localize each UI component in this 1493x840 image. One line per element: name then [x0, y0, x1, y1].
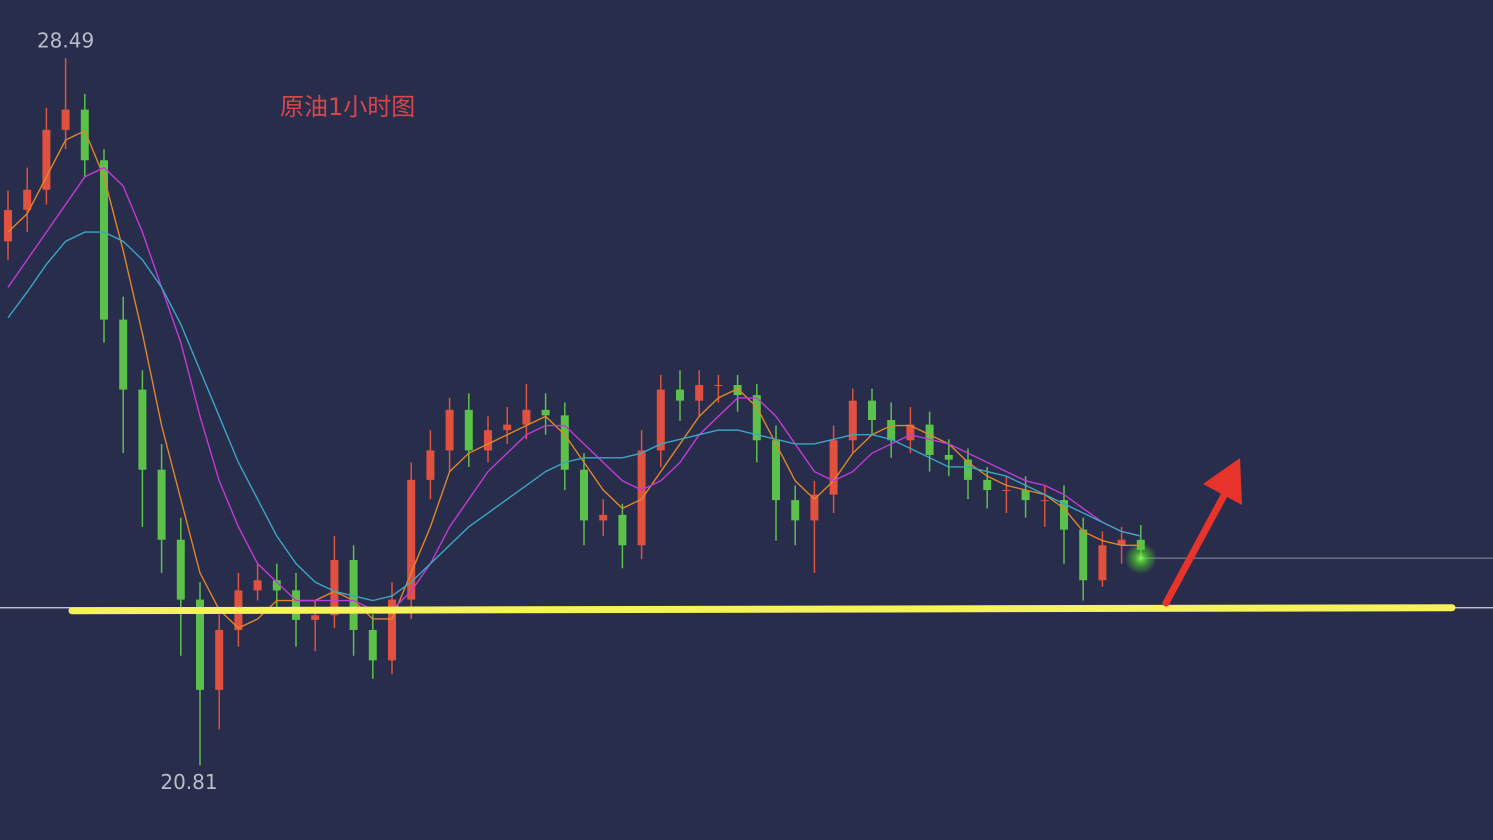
- candle-body: [215, 630, 224, 690]
- candle-body: [119, 319, 128, 390]
- candle-body: [944, 455, 953, 460]
- candle-body: [733, 385, 742, 396]
- candle-body: [388, 599, 396, 661]
- min-price-label: 20.81: [160, 770, 217, 794]
- candle-body: [1117, 539, 1126, 546]
- candle-body: [1002, 490, 1011, 491]
- moving-average-line: [7, 166, 1141, 611]
- candle-body: [868, 400, 876, 420]
- candle-body: [676, 389, 684, 401]
- candle-body: [503, 424, 512, 431]
- candle-body: [714, 385, 723, 386]
- candle-body: [964, 459, 972, 480]
- candle-body: [311, 615, 320, 620]
- moving-average-line: [7, 231, 1141, 602]
- candle-body: [1021, 490, 1030, 501]
- arrow: [1162, 458, 1242, 607]
- candle-body: [330, 560, 339, 616]
- candle-body: [23, 189, 32, 210]
- candle-body: [1060, 500, 1068, 530]
- candle-body: [1098, 545, 1107, 581]
- candle-body: [138, 389, 147, 470]
- candle-body: [772, 440, 780, 501]
- candle-body: [541, 409, 550, 416]
- candle-body: [100, 160, 108, 320]
- candle-body: [695, 385, 704, 401]
- candle-body: [176, 539, 185, 600]
- support-line: [68, 604, 1456, 615]
- candle-body: [848, 400, 857, 441]
- candle-body: [292, 590, 300, 620]
- candle-body: [618, 514, 627, 546]
- candle-body: [656, 389, 665, 451]
- candle-body: [272, 580, 281, 591]
- candle-body: [253, 580, 262, 591]
- candle-body: [61, 109, 70, 130]
- candle-body: [887, 420, 896, 441]
- last-price-glow: [1124, 542, 1157, 575]
- candle-body: [464, 409, 473, 451]
- candle-body: [983, 479, 992, 490]
- candle-body: [80, 109, 89, 161]
- candle-body: [4, 210, 12, 242]
- candle-body: [829, 440, 838, 495]
- chart-title: 原油1小时图: [280, 93, 415, 121]
- candle-body: [560, 415, 569, 470]
- candle-body: [157, 469, 166, 540]
- candle-body: [522, 409, 531, 425]
- candle-body: [791, 500, 800, 521]
- candle-body: [368, 630, 377, 661]
- candle-body: [599, 514, 608, 521]
- candle-body: [42, 129, 51, 190]
- candle-body: [445, 409, 454, 451]
- candle-body: [1079, 529, 1088, 581]
- moving-average-line: [7, 129, 1141, 629]
- candle-body: [906, 424, 915, 441]
- candle-body: [752, 395, 761, 441]
- candle-body: [484, 430, 492, 451]
- candle-body: [637, 450, 646, 546]
- candle-body: [810, 494, 819, 521]
- max-price-label: 28.49: [37, 29, 94, 53]
- candle-body: [426, 450, 435, 480]
- candle-body: [580, 469, 588, 521]
- candle-body: [196, 599, 204, 690]
- candle-body: [407, 479, 416, 600]
- candle-body: [1040, 500, 1049, 502]
- candle-body: [349, 560, 358, 630]
